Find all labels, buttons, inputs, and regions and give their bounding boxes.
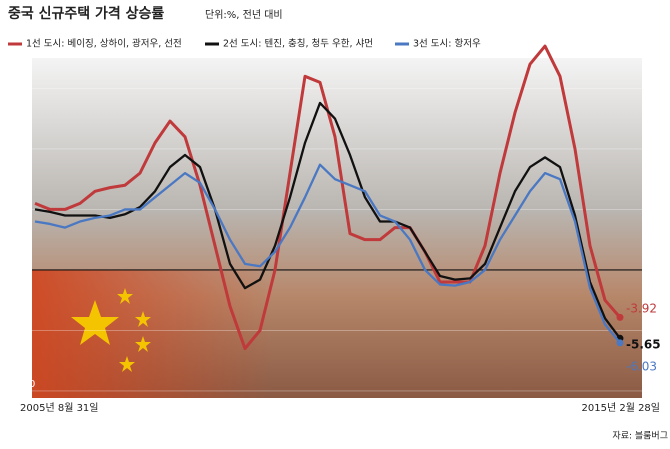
y-tick-label: -10 [19,379,35,390]
x-tick-label: 2005년 8월 31일 [20,402,99,414]
value-label: -3.92 [626,302,657,316]
y-tick-label: 5 [19,197,25,208]
value-label: -6.03 [626,360,657,374]
flag-overlay [32,270,272,398]
legend-label: 3선 도시: 항저우 [413,39,481,50]
y-tick-label: 10 [19,137,32,148]
chart-subtitle: 단위:%, 전년 대비 [205,8,283,21]
end-point [616,339,624,347]
line [34,163,621,344]
chart-title: 중국 신규주택 가격 상승률 [8,5,164,22]
line [34,101,621,339]
y-tick-label: 0 [19,258,25,269]
end-point [616,313,624,321]
x-tick-label: 2015년 2월 28일 [582,402,661,414]
legend-label: 1선 도시: 베이징, 상하이, 광저우, 선전 [26,38,182,50]
legend-label: 2선 도시: 텐진, 충칭, 청두 우한, 샤먼 [223,39,373,50]
y-tick-label: 15 [19,76,32,87]
flag-stars [71,288,151,372]
value-label: -5.65 [626,338,661,352]
source: 자료: 블룸버그 [612,431,668,442]
y-tick-label: -5 [19,318,29,329]
